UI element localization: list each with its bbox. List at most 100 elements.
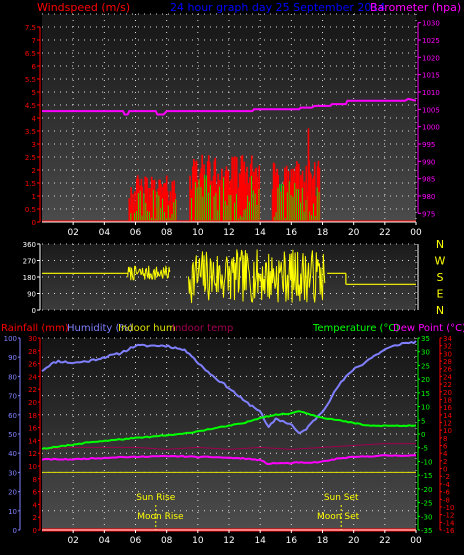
y-tick-label: 16 — [443, 404, 452, 412]
x-tick-label: 04 — [99, 228, 111, 238]
compass-label: N — [436, 238, 444, 251]
y-tick-label: 1015 — [422, 72, 440, 80]
y-tick-label: 24 — [443, 373, 452, 381]
compass-label: E — [437, 288, 444, 301]
y-tick-label: 4 — [443, 450, 448, 458]
y-tick-label: 3 — [32, 141, 36, 149]
y-tick-label: 22 — [28, 386, 37, 394]
y-tick-label: 90 — [8, 354, 17, 362]
y-tick-label: 1020 — [422, 54, 440, 62]
compass-label: W — [435, 255, 446, 268]
legend-indoor-hum: Indoor hum — [118, 323, 176, 334]
y-tick-label: 100 — [4, 335, 17, 343]
y-tick-label: 18 — [443, 396, 452, 404]
direction-series — [42, 249, 416, 304]
y-tick-label: 0 — [33, 527, 37, 535]
y-tick-label: 12 — [443, 419, 452, 427]
y-tick-label: 80 — [8, 373, 17, 381]
y-tick-label: 25 — [421, 362, 430, 370]
x-tick-label: 14 — [254, 536, 266, 546]
x-tick-label: 02 — [67, 536, 78, 546]
y-tick-label: -6 — [443, 489, 451, 497]
x-tick-label: 20 — [348, 228, 360, 238]
x-tick-label: 00 — [410, 536, 422, 546]
y-tick-label: 10 — [443, 427, 452, 435]
y-tick-label: 30 — [421, 349, 430, 357]
x-tick-label: 12 — [223, 228, 234, 238]
y-tick-label: 6.5 — [25, 50, 36, 58]
y-tick-label: 5 — [421, 417, 425, 425]
y-tick-label: 10 — [8, 508, 17, 516]
y-tick-label: 2.5 — [25, 154, 36, 162]
y-tick-label: 6 — [443, 443, 448, 451]
y-tick-label: 5 — [32, 89, 36, 97]
y-tick-label: 0 — [13, 527, 17, 535]
temp-x-axis: 02 04 06 08 10 12 14 16 18 20 22 00 — [42, 529, 422, 546]
y-tick-label: 6 — [33, 489, 38, 497]
y-tick-label: 4.5 — [25, 102, 36, 110]
y-tick-label: -30 — [421, 513, 432, 521]
moon-set-label: Moon Set — [317, 512, 360, 522]
y-tick-label: -16 — [443, 527, 455, 535]
x-tick-label: 22 — [379, 228, 390, 238]
x-tick-label: 02 — [67, 228, 78, 238]
y-tick-label: 1005 — [422, 106, 440, 114]
y-tick-label: 5.5 — [25, 76, 36, 84]
y-tick-label: 16 — [28, 425, 37, 433]
sun-set-label: Sun Set — [324, 493, 359, 503]
y-tick-label: 0 — [421, 431, 425, 439]
indoor-temp-line — [41, 443, 416, 450]
y-tick-label: 14 — [443, 412, 452, 420]
x-tick-label: 08 — [161, 228, 173, 238]
legend-dew-point: Dew Point (°C) — [393, 323, 464, 334]
y-tick-label: 34 — [443, 335, 452, 343]
y-tick-label: 60 — [8, 412, 17, 420]
y-tick-label: 20 — [28, 399, 37, 407]
y-tick-label: 40 — [8, 450, 17, 458]
sun-rise-label: Sun Rise — [136, 493, 175, 503]
wind-x-axis: 02 04 06 08 10 12 14 16 18 20 22 00 — [42, 221, 422, 238]
y-tick-label: -14 — [443, 519, 455, 527]
y-tick-label: 50 — [8, 431, 17, 439]
compass-label: N — [436, 304, 444, 317]
y-tick-label: 3.5 — [25, 128, 36, 136]
y-tick-label: 995 — [422, 141, 435, 149]
x-tick-label: 10 — [192, 536, 204, 546]
baro-axis-title: Barometer (hpa) — [370, 1, 461, 14]
y-tick-label: 985 — [422, 176, 435, 184]
y-tick-label: 975 — [422, 210, 435, 218]
y-tick-label: 1000 — [422, 124, 440, 132]
direction-y-axis: 360 270 180 90 0 — [23, 241, 41, 315]
x-tick-label: 16 — [286, 228, 298, 238]
wind-axis-title: Windspeed (m/s) — [37, 1, 130, 14]
x-tick-label: 18 — [317, 228, 329, 238]
y-tick-label: 26 — [28, 361, 37, 369]
y-tick-label: 2 — [443, 458, 447, 466]
x-tick-label: 04 — [99, 536, 111, 546]
baro-y-axis: 1030 1025 1020 1015 1010 1005 1000 995 990 985 980… — [417, 20, 440, 218]
barometer-series — [42, 97, 417, 116]
dew-point-line — [41, 454, 417, 466]
y-tick-label: 1 — [32, 193, 36, 201]
y-tick-label: 6 — [32, 63, 37, 71]
y-tick-label: 1030 — [422, 20, 440, 28]
y-tick-label: 0 — [443, 466, 447, 474]
y-tick-label: 7 — [32, 37, 36, 45]
date-title: 24 hour graph day 25 September 2014 — [170, 1, 385, 14]
y-tick-label: 35 — [421, 335, 430, 343]
y-tick-label: 90 — [27, 291, 36, 299]
y-tick-label: 4 — [33, 501, 38, 509]
y-tick-label: 30 — [443, 350, 452, 358]
legend-humidity: Humidity (%) — [67, 323, 133, 334]
x-tick-label: 00 — [410, 228, 422, 238]
y-tick-label: 20 — [8, 489, 17, 497]
y-tick-label: 18 — [28, 412, 37, 420]
y-tick-label: 8 — [33, 476, 37, 484]
y-tick-label: 1.5 — [25, 180, 36, 188]
y-tick-label: -2 — [443, 473, 450, 481]
y-tick-label: 26 — [443, 366, 452, 374]
wind-series — [42, 128, 416, 223]
